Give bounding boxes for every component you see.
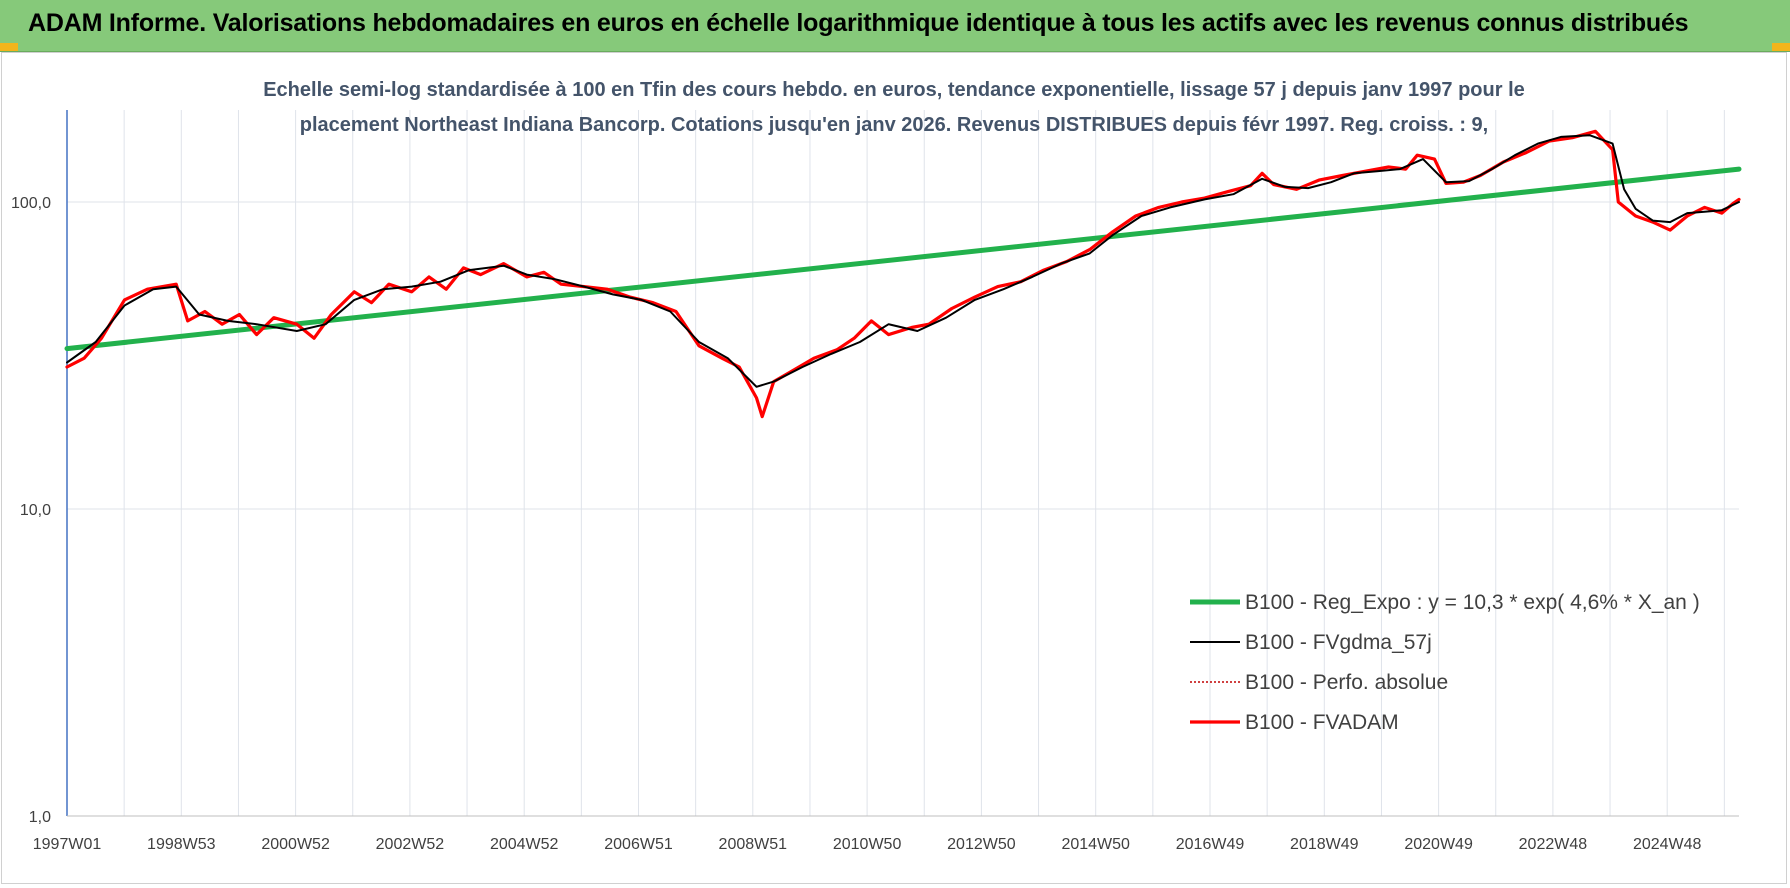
x-tick-label: 2020W49: [1404, 836, 1473, 853]
x-tick-label: 2002W52: [376, 836, 445, 853]
x-tick-label: 1998W53: [147, 836, 216, 853]
x-tick-label: 2022W48: [1519, 836, 1588, 853]
header-bar: ADAM Informe. Valorisations hebdomadaire…: [0, 0, 1790, 52]
legend-label-smoothed: B100 - FVgdma_57j: [1245, 631, 1432, 654]
subtitle-line-1: Echelle semi-log standardisée à 100 en T…: [263, 79, 1525, 101]
series-line-fvadam: [65, 129, 1741, 419]
axes: 1,0 10,0 100,0 1997W01 1998W53 2000W52 2002W52…: [11, 110, 1739, 853]
x-tick-label: 2016W49: [1176, 836, 1245, 853]
y-tick-label: 100,0: [11, 195, 51, 212]
x-tick-label: 2006W51: [604, 836, 673, 853]
series-lines: [64, 129, 1742, 419]
x-tick-label: 2018W49: [1290, 836, 1359, 853]
chart-subtitle: Echelle semi-log standardisée à 100 en T…: [263, 79, 1525, 136]
subtitle-line-2: placement Northeast Indiana Bancorp. Cot…: [300, 114, 1488, 136]
x-tick-label: 2004W52: [490, 836, 559, 853]
legend: B100 - Reg_Expo : y = 10,3 * exp( 4,6% *…: [1190, 591, 1700, 734]
y-tick-label: 1,0: [29, 809, 51, 826]
x-tick-label: 2014W50: [1061, 836, 1130, 853]
corner-mark-left: [0, 43, 18, 51]
page-title: ADAM Informe. Valorisations hebdomadaire…: [28, 9, 1689, 37]
grid-lines: [66, 110, 1739, 816]
series-line-smoothed: [66, 134, 1740, 388]
y-tick-label: 10,0: [20, 502, 51, 519]
legend-label-fvadam: B100 - FVADAM: [1245, 711, 1399, 734]
x-tick-label: 2010W50: [833, 836, 902, 853]
corner-mark-right: [1772, 43, 1790, 51]
x-tick-label: 2024W48: [1633, 836, 1702, 853]
x-tick-label: 2012W50: [947, 836, 1016, 853]
series-line-trend: [64, 166, 1742, 352]
x-tick-label: 2000W52: [261, 836, 330, 853]
x-tick-label: 1997W01: [33, 836, 102, 853]
legend-label-trend: B100 - Reg_Expo : y = 10,3 * exp( 4,6% *…: [1245, 591, 1700, 614]
legend-label-absolute: B100 - Perfo. absolue: [1245, 671, 1448, 694]
chart-frame: [1, 52, 1787, 884]
x-tick-label: 2008W51: [719, 836, 788, 853]
